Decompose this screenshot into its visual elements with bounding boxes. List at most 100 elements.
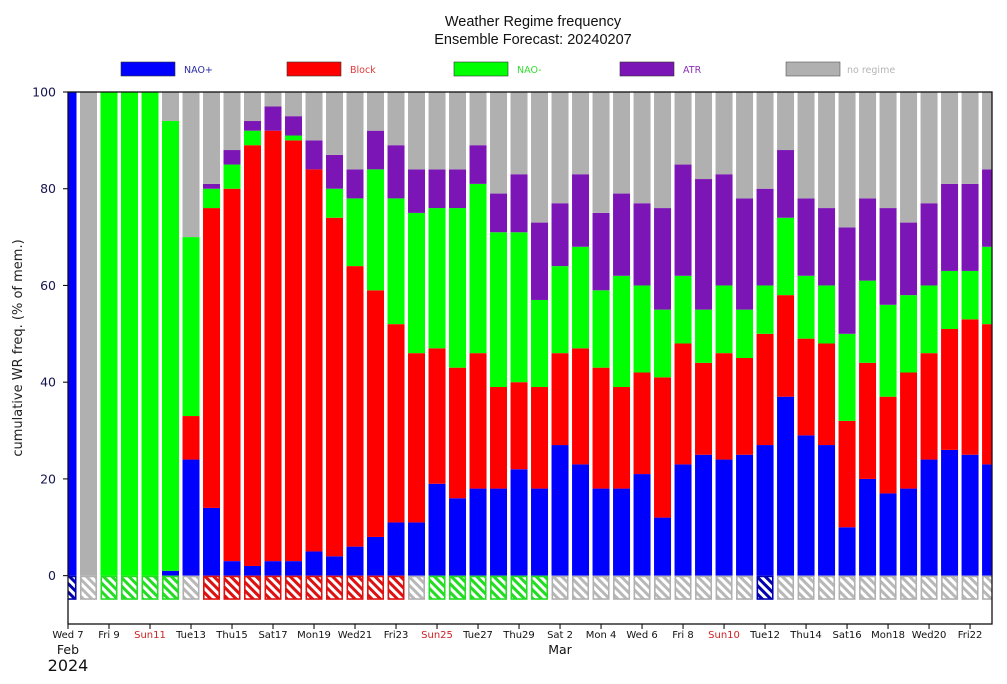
bar-segment-atr	[469, 145, 487, 184]
dominant-marker-no-regime	[736, 575, 754, 600]
dominant-marker-no-regime	[797, 575, 815, 600]
bar-segment-atr	[818, 208, 836, 286]
bar-segment-no-regime	[408, 92, 426, 170]
bar-stack	[100, 92, 118, 576]
bar-segment-nao-plus	[838, 527, 856, 576]
dominant-marker-no-regime	[941, 575, 959, 600]
stacked-bars	[68, 92, 992, 576]
bar-segment-no-regime	[654, 92, 672, 209]
bar-segment-atr	[961, 183, 979, 271]
bar-segment-no-regime	[920, 92, 938, 204]
legend-item-no-regime: no regime	[785, 61, 895, 77]
bar-segment-nao-plus	[859, 478, 877, 576]
year-label: 2024	[48, 656, 89, 675]
bar-segment-block	[449, 367, 467, 499]
bar-segment-block	[551, 353, 569, 446]
bar-segment-nao-minus	[756, 285, 774, 334]
bar-segment-nao-minus	[838, 333, 856, 421]
dominant-marker-no-regime	[182, 575, 200, 600]
bar-segment-block	[982, 324, 992, 465]
bar-segment-nao-minus	[449, 208, 467, 368]
bar-segment-nao-plus	[408, 522, 426, 576]
bar-segment-block	[715, 353, 733, 460]
x-tick-label: Wed20	[912, 630, 947, 641]
bar-segment-nao-plus	[879, 493, 897, 576]
bar-segment-nao-plus	[633, 474, 651, 576]
bar-segment-block	[941, 328, 959, 450]
bar-stack	[141, 92, 159, 576]
bar-segment-nao-minus	[674, 275, 692, 344]
bar-segment-atr	[244, 121, 262, 131]
dominant-marker-no-regime	[408, 575, 426, 600]
bar-segment-atr	[305, 140, 323, 170]
dominant-marker-no-regime	[695, 575, 713, 600]
bar-segment-nao-plus	[223, 561, 241, 576]
y-tick-label: 60	[40, 278, 56, 293]
bar-segment-no-regime	[305, 92, 323, 141]
bar-segment-no-regime	[633, 92, 651, 204]
bar-segment-no-regime	[264, 92, 282, 107]
bar-segment-nao-plus	[326, 556, 344, 576]
bar-segment-nao-plus	[469, 488, 487, 576]
bar-segment-block	[182, 416, 200, 460]
bar-stack	[510, 92, 528, 576]
bar-stack	[695, 92, 713, 576]
dominant-marker-nao-minus	[510, 575, 528, 600]
bar-segment-atr	[551, 203, 569, 267]
bar-stack	[449, 92, 467, 576]
bar-segment-nao-plus	[162, 570, 180, 576]
bar-segment-nao-minus	[367, 169, 385, 291]
bar-segment-atr	[777, 150, 795, 218]
bar-segment-nao-plus	[285, 561, 303, 576]
bar-segment-block	[223, 188, 241, 562]
bar-segment-nao-minus	[182, 237, 200, 417]
bar-segment-atr	[490, 193, 508, 233]
x-tick-label: Fri22	[958, 630, 983, 641]
dominant-marker-no-regime	[613, 575, 631, 600]
bar-segment-no-regime	[428, 92, 446, 170]
bar-stack	[920, 92, 938, 576]
bar-segment-atr	[510, 174, 528, 233]
y-tick-label: 20	[40, 471, 56, 486]
dominant-marker-nao-plus	[756, 575, 774, 600]
legend-label-nao-plus: NAO+	[184, 65, 213, 76]
bar-segment-nao-plus	[346, 546, 364, 576]
bar-segment-atr	[838, 227, 856, 334]
bar-segment-block	[879, 396, 897, 494]
bar-segment-nao-minus	[141, 92, 159, 576]
bar-segment-nao-minus	[900, 295, 918, 373]
dominant-marker-no-regime	[859, 575, 877, 600]
bar-segment-nao-minus	[490, 232, 508, 388]
dominant-marker-block	[387, 575, 405, 600]
dominant-marker-nao-minus	[469, 575, 487, 600]
x-tick-label: Tue13	[175, 630, 206, 641]
dominant-marker-no-regime	[777, 575, 795, 600]
bar-segment-nao-minus	[961, 270, 979, 320]
bar-segment-nao-minus	[736, 309, 754, 358]
x-tick-label: Tue27	[462, 630, 493, 641]
dominant-marker-no-regime	[920, 575, 938, 600]
bar-stack	[80, 92, 97, 576]
bar-segment-nao-plus	[654, 517, 672, 576]
dominant-regime-row	[68, 575, 992, 600]
dominant-marker-no-regime	[633, 575, 651, 600]
bar-segment-atr	[367, 130, 385, 170]
bar-segment-block	[818, 343, 836, 446]
y-tick-label: 80	[40, 181, 56, 196]
bar-segment-nao-minus	[223, 164, 241, 189]
bar-stack	[326, 92, 344, 576]
bar-segment-atr	[223, 150, 241, 165]
bar-segment-atr	[920, 203, 938, 286]
bar-stack	[982, 92, 992, 576]
bar-segment-no-regime	[387, 92, 405, 146]
bar-segment-block	[633, 372, 651, 475]
bar-segment-nao-plus	[592, 488, 610, 576]
dominant-marker-no-regime	[654, 575, 672, 600]
bar-segment-atr	[900, 222, 918, 296]
bar-stack	[756, 92, 774, 576]
x-tick-label: Sat17	[258, 630, 287, 641]
bar-segment-atr	[674, 164, 692, 276]
bar-stack	[654, 92, 672, 576]
dominant-marker-block	[346, 575, 364, 600]
dominant-marker-block	[326, 575, 344, 600]
